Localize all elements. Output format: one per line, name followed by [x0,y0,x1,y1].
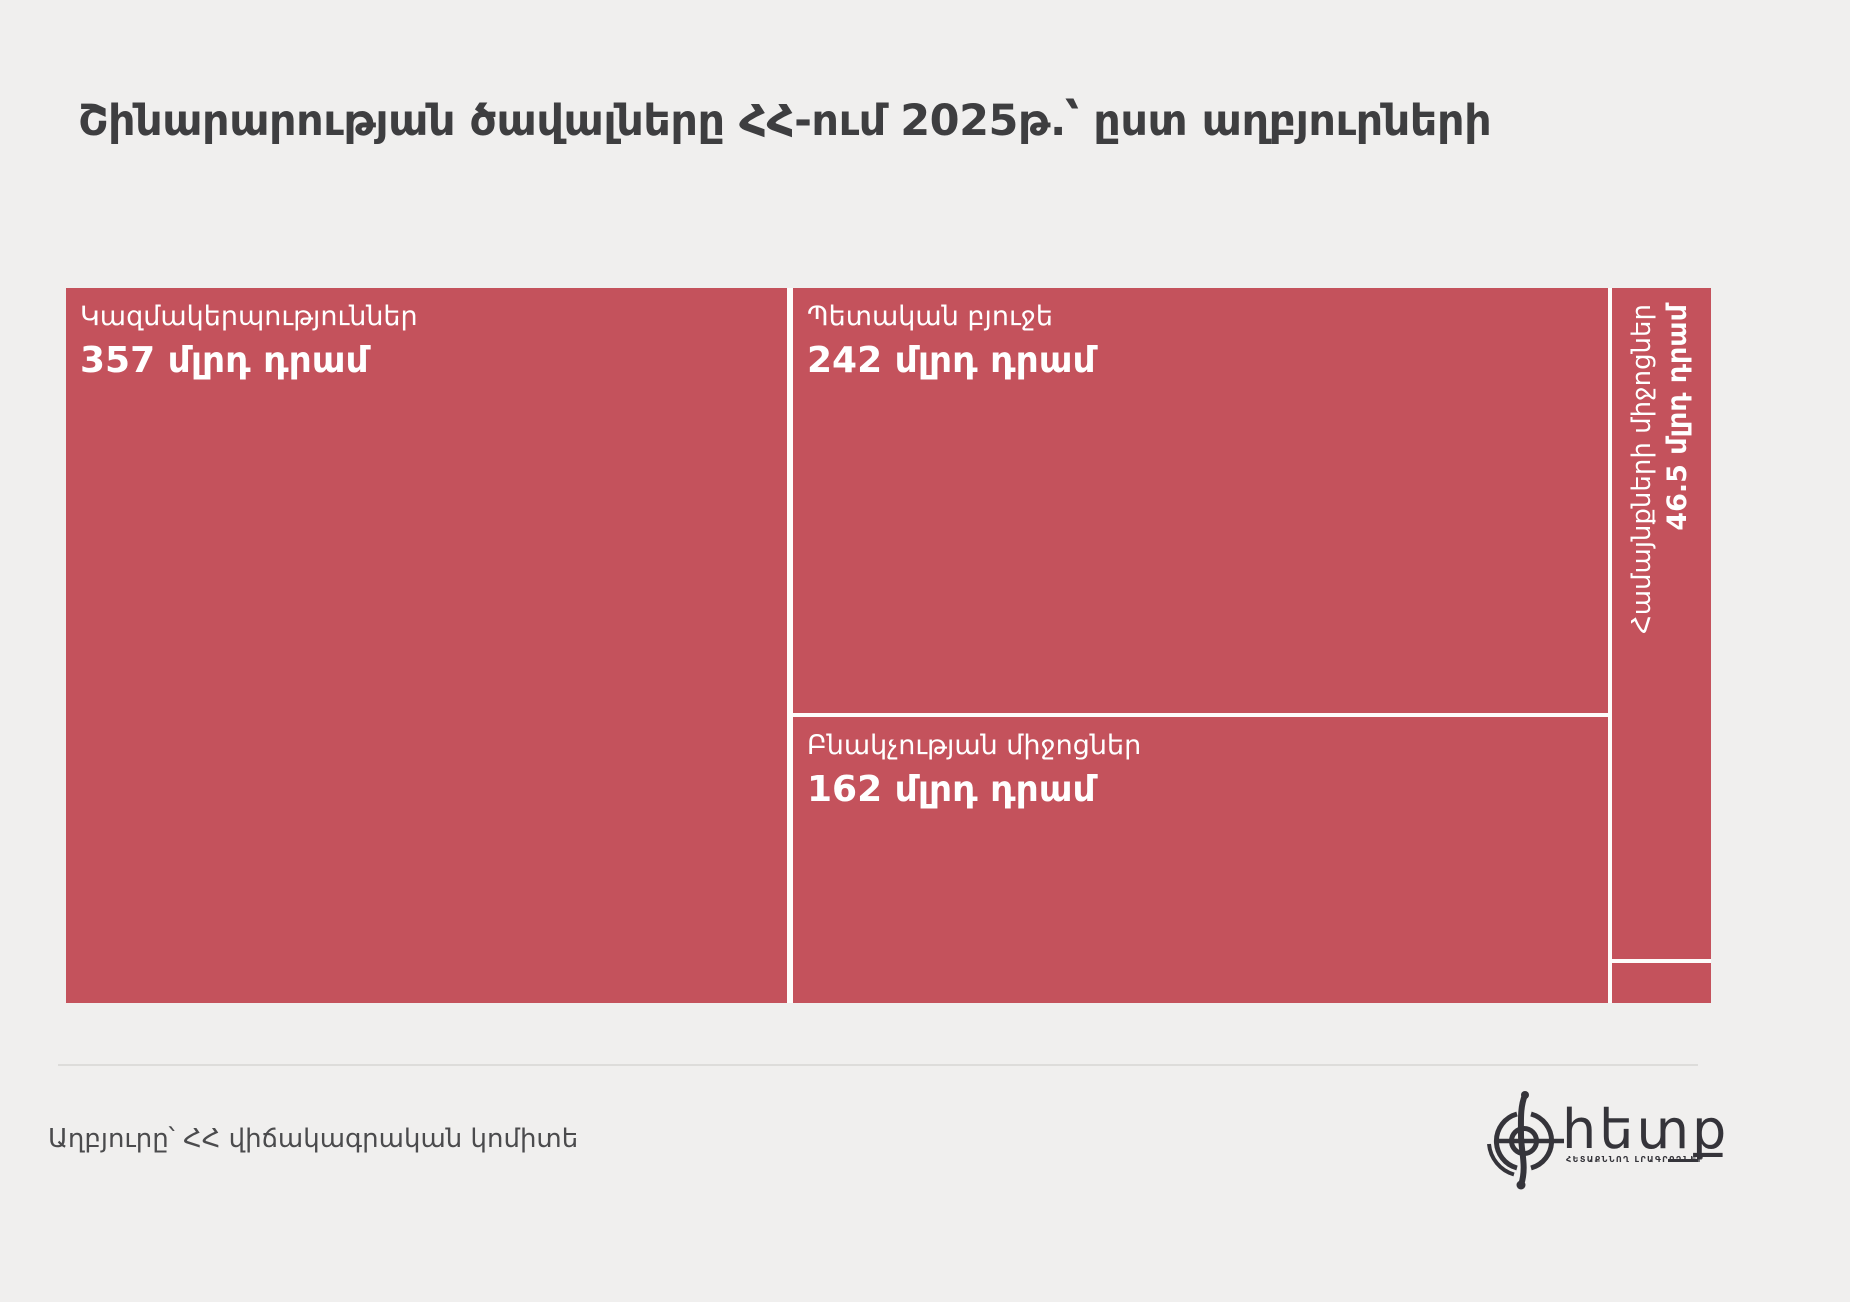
segment-label: Կազմակերպություններ [80,301,418,332]
footer-divider [58,1064,1698,1066]
treemap-chart: Կազմակերպություններ 357 մլրդ դրամ Պետակա… [66,288,1711,1003]
segment-label: Բնակչության միջոցներ [807,730,1142,761]
treemap-segment-organizations[interactable]: Կազմակերպություններ 357 մլրդ դրամ [66,288,787,1003]
segment-value: 357 մլրդ դրամ [80,339,369,381]
segment-value: 242 մլրդ դրամ [807,339,1096,381]
hetq-wordmark: հետք [1562,1098,1730,1161]
treemap-segment-community-funds[interactable]: Համայնքների միջոցներ 46.5 մլրդ դրամ [1612,288,1711,959]
source-attribution: Աղբյուրը՝ ՀՀ վիճակագրական կոմիտե [48,1124,579,1154]
segment-value: 162 մլրդ դրամ [807,768,1096,810]
hetq-logo: հետք ՀԵՏԱՔՆՆՈՂ ԼՐԱԳՐՈՂՆԵՐ [1484,1091,1726,1201]
treemap-segment-population-funds[interactable]: Բնակչության միջոցներ 162 մլրդ դրամ [793,717,1608,1003]
treemap-segment-state-budget[interactable]: Պետական բյուջե 242 մլրդ դրամ [793,288,1608,713]
segment-value: 46.5 մլրդ դրամ [1662,304,1694,531]
hetq-logo-icon [1487,1091,1564,1190]
treemap-segment-other-small[interactable] [1612,963,1711,1003]
hetq-wordmark-underline [1668,1159,1698,1162]
page-title: Շինարարության ծավալները ՀՀ-ում 2025թ.՝ ը… [78,96,1492,146]
hetq-tagline: ՀԵՏԱՔՆՆՈՂ ԼՐԱԳՐՈՂՆԵՐ [1566,1155,1705,1164]
segment-label: Պետական բյուջե [807,301,1053,332]
segment-label: Համայնքների միջոցներ [1627,304,1657,634]
